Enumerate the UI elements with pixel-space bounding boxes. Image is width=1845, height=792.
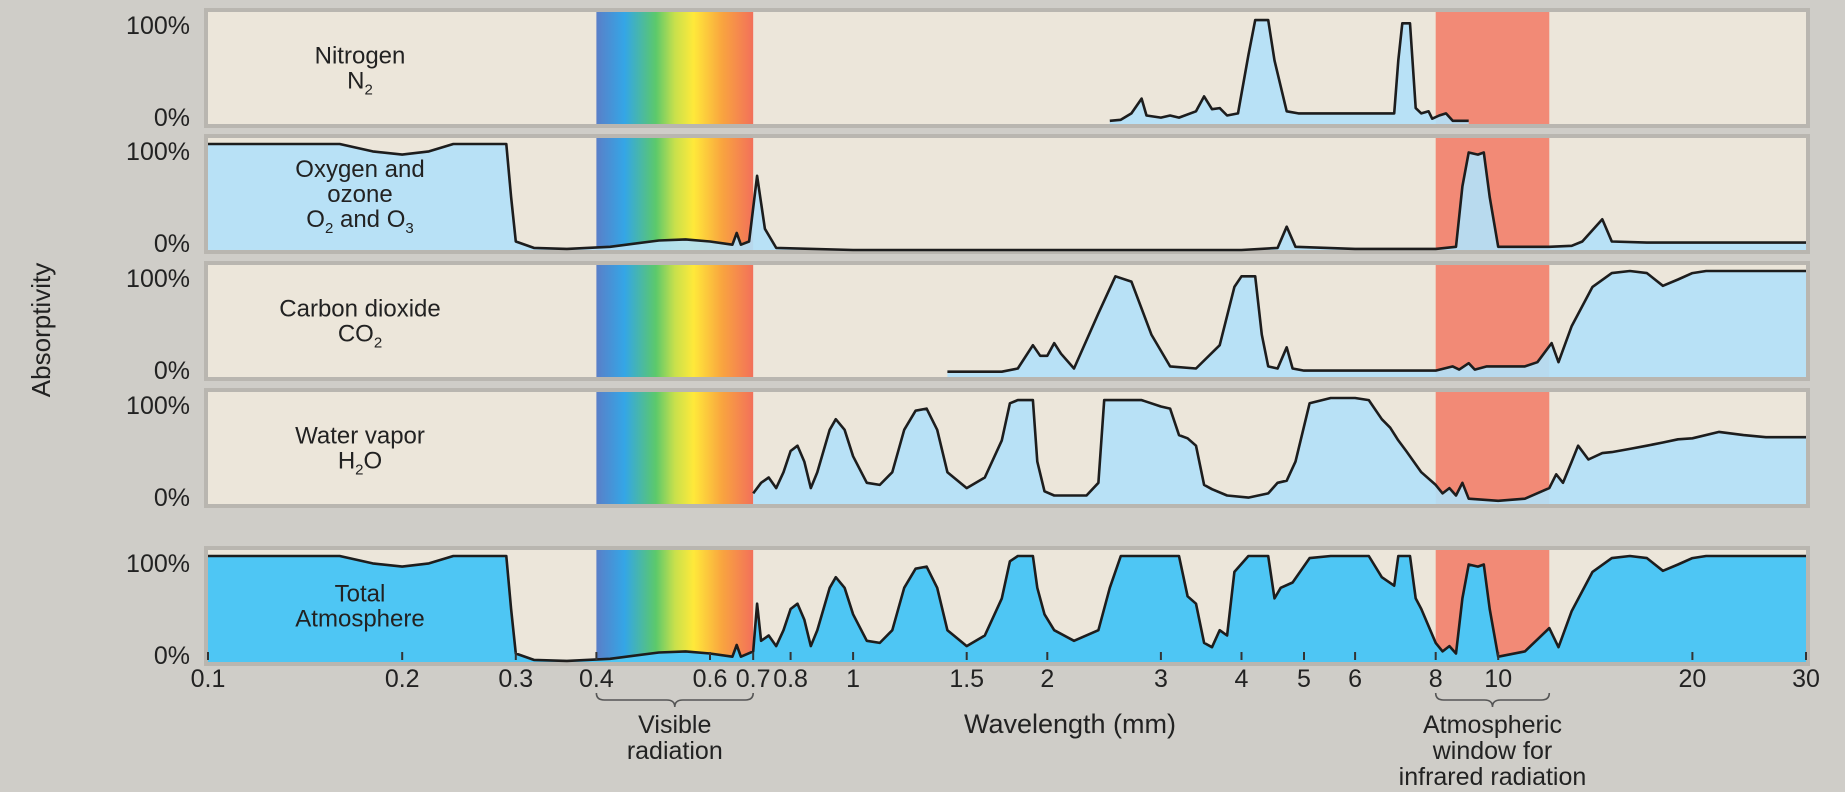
absorption-curve <box>947 269 1806 373</box>
panel-label: Atmosphere <box>295 606 424 633</box>
panel-formula: CO2 <box>338 321 382 352</box>
x-tick-label: 5 <box>1297 665 1311 693</box>
y-axis-label: Absorptivity <box>26 263 56 397</box>
visible-band <box>596 265 754 377</box>
panel-label: Water vapor <box>295 423 425 450</box>
absorption-area <box>208 556 1806 662</box>
infrared-window-band <box>1435 392 1550 504</box>
visible-band <box>596 550 754 662</box>
annotation-text: Visible <box>638 711 711 739</box>
y-tick-0: 0% <box>154 230 190 258</box>
absorption-area <box>208 144 1806 250</box>
annotation-text: window for <box>1432 737 1553 765</box>
panel-label: Carbon dioxide <box>279 296 440 323</box>
panel-background <box>208 12 1806 124</box>
annotation-brace <box>1434 692 1551 708</box>
x-tick-label: 0.8 <box>773 665 808 693</box>
absorption-area <box>753 398 1807 504</box>
infrared-window-band <box>1435 12 1550 124</box>
x-tick-label: 1.5 <box>949 665 984 693</box>
y-tick-100: 100% <box>126 265 190 293</box>
panel-formula: N2 <box>347 68 373 99</box>
y-tick-100: 100% <box>126 138 190 166</box>
visible-band <box>596 138 754 250</box>
y-tick-0: 0% <box>154 642 190 670</box>
x-tick-label: 4 <box>1235 665 1249 693</box>
y-tick-100: 100% <box>126 392 190 420</box>
panel-label: Total <box>335 581 386 608</box>
absorption-curve <box>208 142 1806 252</box>
annotation-brace <box>595 692 754 708</box>
annotation-text: radiation <box>627 737 723 765</box>
visible-band <box>596 392 754 504</box>
visible-band <box>596 12 754 124</box>
x-tick-label: 20 <box>1678 665 1706 693</box>
y-tick-0: 0% <box>154 357 190 385</box>
absorption-area <box>947 271 1806 377</box>
panel-label: Nitrogen <box>315 43 406 70</box>
panel-label: ozone <box>327 181 392 208</box>
y-tick-100: 100% <box>126 12 190 40</box>
infrared-window-band <box>1435 265 1550 377</box>
x-tick-label: 3 <box>1154 665 1168 693</box>
panel-formula: H2O <box>338 448 382 479</box>
x-tick-label: 6 <box>1348 665 1362 693</box>
panel-label: Oxygen and <box>295 156 424 183</box>
x-tick-label: 0.6 <box>693 665 728 693</box>
x-tick-label: 0.1 <box>191 665 226 693</box>
absorption-curve <box>208 554 1806 663</box>
y-tick-0: 0% <box>154 104 190 132</box>
x-tick-label: 1 <box>846 665 860 693</box>
annotation-text: infrared radiation <box>1399 763 1587 791</box>
x-tick-label: 0.3 <box>498 665 533 693</box>
y-tick-100: 100% <box>126 550 190 578</box>
x-axis: 0.1 0.2 0.3 0.4 0.6 0.7 0.8 1 1.5 2 3 4 5 6 8 10 20 30 <box>191 652 1820 693</box>
absorption-curve <box>1109 18 1469 123</box>
x-tick-label: 2 <box>1040 665 1054 693</box>
x-tick-label: 10 <box>1484 665 1512 693</box>
x-tick-label: 0.2 <box>385 665 420 693</box>
x-tick-label: 8 <box>1429 665 1443 693</box>
panel-formula: O2 and O3 <box>306 206 413 237</box>
annotation-text: Atmospheric <box>1423 711 1562 739</box>
x-tick-label: 0.7 <box>736 665 771 693</box>
y-tick-0: 0% <box>154 484 190 512</box>
absorption-curve <box>752 396 1806 503</box>
x-tick-label: 30 <box>1792 665 1820 693</box>
x-axis-label: Wavelength (mm) <box>964 709 1176 739</box>
x-tick-label: 0.4 <box>579 665 614 693</box>
